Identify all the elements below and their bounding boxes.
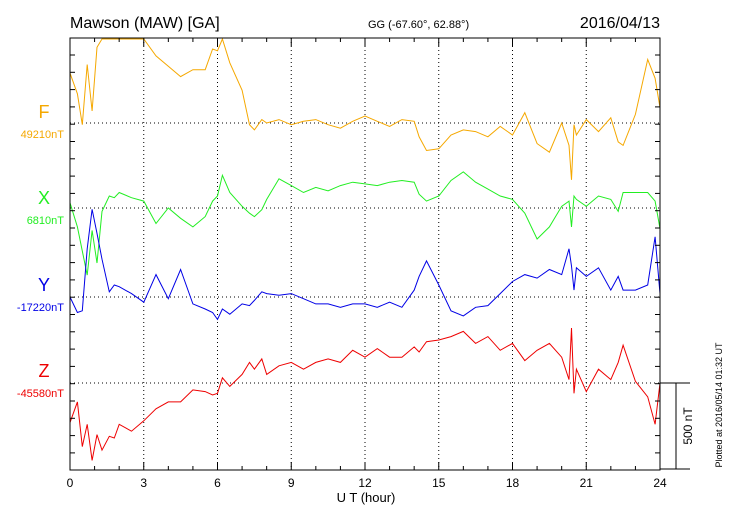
- series-lines: [69, 37, 661, 461]
- series-baseline-f: 49210nT: [21, 129, 65, 141]
- scale-bar-label: 500 nT: [681, 407, 695, 445]
- x-tick-label: 21: [580, 476, 594, 490]
- series-name-y: Y: [38, 275, 50, 295]
- plotted-note: Plotted at 2016/05/14 01:32 UT: [714, 342, 724, 468]
- series-line-x: [69, 171, 661, 276]
- x-tick-label: 9: [288, 476, 295, 490]
- series-labels: F 49210nT X 6810nT Y -17220nT Z -45580nT: [17, 102, 64, 400]
- x-axis-label: U T (hour): [337, 490, 396, 505]
- series-line-z: [69, 327, 661, 461]
- chart-title: Mawson (MAW) [GA]: [70, 15, 220, 32]
- series-name-f: F: [39, 102, 50, 122]
- series-baseline-x: 6810nT: [27, 215, 65, 227]
- station-coordinates: GG (-67.60°, 62.88°): [368, 19, 469, 31]
- x-tick-label: 18: [506, 476, 520, 490]
- x-tick-label: 3: [140, 476, 147, 490]
- x-tick-label: 6: [214, 476, 221, 490]
- gridlines: [70, 38, 660, 470]
- series-line-f: [69, 37, 661, 180]
- x-tick-label: 24: [653, 476, 667, 490]
- x-tick-label: 15: [432, 476, 446, 490]
- series-name-x: X: [38, 188, 50, 208]
- x-tick-label: 12: [358, 476, 372, 490]
- chart-date: 2016/04/13: [580, 15, 660, 32]
- scale-bar: 500 nT: [660, 382, 695, 470]
- x-tick-label: 0: [67, 476, 74, 490]
- series-line-y: [69, 209, 661, 321]
- series-baseline-z: -45580nT: [17, 388, 64, 400]
- series-baseline-y: -17220nT: [17, 302, 64, 314]
- axis-ticks: 0 3 6 9 12 15 18 21 24: [67, 38, 667, 490]
- series-name-z: Z: [39, 361, 50, 381]
